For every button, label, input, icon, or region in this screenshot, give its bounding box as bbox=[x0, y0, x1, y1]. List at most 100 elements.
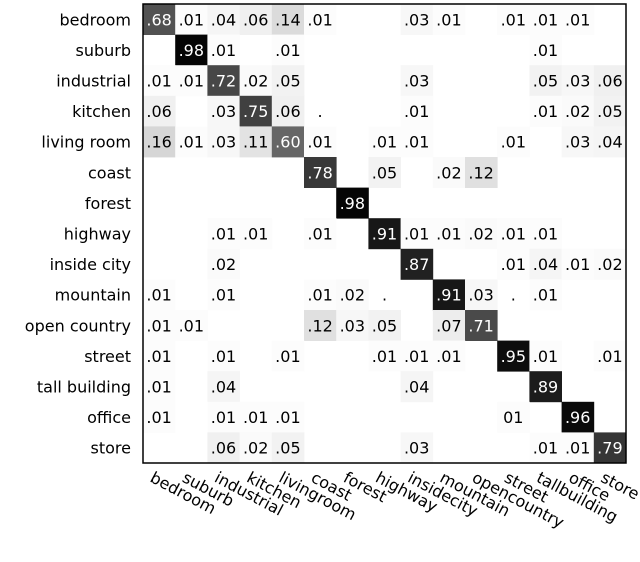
cell-value-label: .14 bbox=[275, 10, 300, 29]
heatmap-cell bbox=[593, 248, 627, 280]
heatmap-cell bbox=[465, 157, 498, 188]
cell-value-label: .16 bbox=[146, 133, 171, 152]
heatmap-cell bbox=[207, 34, 240, 66]
heatmap-cell bbox=[593, 126, 627, 158]
cell-value-label: .01 bbox=[275, 41, 300, 60]
matrix-border bbox=[142, 3, 627, 464]
heatmap-cell bbox=[561, 126, 595, 158]
cell-value-label: .03 bbox=[340, 316, 365, 335]
heatmap-cell bbox=[271, 340, 305, 372]
heatmap-cell bbox=[368, 310, 401, 341]
heatmap-cell bbox=[207, 279, 240, 311]
row-label: inside city bbox=[50, 255, 131, 274]
cell-value-label: .04 bbox=[211, 10, 236, 29]
heatmap-cell bbox=[529, 248, 562, 280]
heatmap-cell bbox=[239, 218, 273, 250]
cell-value-label: .02 bbox=[340, 286, 365, 305]
heatmap-cell bbox=[304, 310, 337, 341]
heatmap-cell bbox=[593, 432, 627, 464]
cell-value-label: .02 bbox=[597, 255, 622, 274]
cell-value-label: .01 bbox=[243, 408, 268, 427]
heatmap-cell bbox=[561, 65, 595, 97]
heatmap-cell bbox=[175, 126, 208, 158]
heatmap-cell bbox=[529, 4, 562, 35]
cell-value-label: .07 bbox=[436, 316, 461, 335]
heatmap-cell bbox=[143, 4, 176, 35]
heatmap-cell bbox=[207, 126, 240, 158]
cell-value-label: .03 bbox=[211, 102, 236, 121]
heatmap-cell bbox=[432, 340, 466, 372]
cell-value-label: .06 bbox=[597, 72, 622, 91]
row-label: kitchen bbox=[72, 102, 131, 121]
cell-value-label: .91 bbox=[372, 225, 397, 244]
heatmap-cell bbox=[239, 126, 273, 158]
heatmap-cell bbox=[432, 157, 466, 188]
heatmap-cell bbox=[497, 218, 530, 250]
heatmap-cell bbox=[368, 126, 401, 158]
cell-value-label: .04 bbox=[597, 133, 622, 152]
row-label: tall building bbox=[37, 378, 131, 397]
heatmap-cell bbox=[529, 34, 562, 66]
cell-value-label: .01 bbox=[243, 225, 268, 244]
cell-value-label: .01 bbox=[404, 225, 429, 244]
cell-value-label: .01 bbox=[565, 439, 590, 458]
heatmap-cell bbox=[207, 218, 240, 250]
cell-value-label: .01 bbox=[307, 286, 332, 305]
heatmap-cell bbox=[175, 65, 208, 97]
cell-value-label: .12 bbox=[307, 316, 332, 335]
cell-value-label: .01 bbox=[307, 133, 332, 152]
heatmap-cell bbox=[432, 310, 466, 341]
cell-value-label: .01 bbox=[436, 225, 461, 244]
heatmap-cell bbox=[465, 310, 498, 341]
cell-value-label: .01 bbox=[211, 225, 236, 244]
heatmap-cell bbox=[239, 95, 273, 127]
heatmap-cell bbox=[368, 340, 401, 372]
heatmap-cell bbox=[400, 95, 434, 127]
row-label: industrial bbox=[56, 72, 131, 91]
cell-value-label: .01 bbox=[533, 347, 558, 366]
cell-value-label: .98 bbox=[340, 194, 365, 213]
heatmap-cell bbox=[207, 371, 240, 403]
cell-value-label: .02 bbox=[565, 102, 590, 121]
heatmap-cell bbox=[561, 432, 595, 464]
heatmap-cell bbox=[400, 371, 434, 403]
cell-value-label: .05 bbox=[275, 72, 300, 91]
cell-value-label: .02 bbox=[211, 255, 236, 274]
heatmap-cell bbox=[400, 340, 434, 372]
heatmap-cell bbox=[143, 371, 176, 403]
row-label: living room bbox=[41, 133, 131, 152]
heatmap-cell bbox=[368, 218, 401, 250]
cell-value-label: .05 bbox=[372, 163, 397, 182]
heatmap-cell bbox=[207, 4, 240, 35]
row-label: street bbox=[84, 347, 131, 366]
heatmap-cell bbox=[239, 432, 273, 464]
cell-value-label: .01 bbox=[533, 41, 558, 60]
cell-value-label: .01 bbox=[501, 133, 526, 152]
cell-value-label: .89 bbox=[533, 378, 558, 397]
row-label: bedroom bbox=[59, 10, 131, 29]
cell-value-label: .01 bbox=[211, 286, 236, 305]
cell-value-label: .05 bbox=[533, 72, 558, 91]
heatmap-cell bbox=[175, 4, 208, 35]
cell-value-label: .01 bbox=[179, 72, 204, 91]
cell-value-label: .04 bbox=[404, 378, 429, 397]
heatmap-cell bbox=[271, 126, 305, 158]
cell-value-label: .01 bbox=[146, 316, 171, 335]
heatmap-cell bbox=[304, 279, 337, 311]
row-labels: bedroom suburb industrial kitchen living roo… bbox=[25, 10, 131, 457]
cell-value-label: .01 bbox=[307, 10, 332, 29]
cell-value-label: .03 bbox=[565, 72, 590, 91]
cell-value-label: .01 bbox=[146, 408, 171, 427]
cell-value-label: 01 bbox=[503, 408, 523, 427]
heatmap-cell bbox=[432, 218, 466, 250]
heatmap-cell bbox=[400, 218, 434, 250]
cell-value-label: .72 bbox=[211, 72, 236, 91]
cell-value-label: .12 bbox=[468, 163, 493, 182]
heatmap-cell bbox=[175, 310, 208, 341]
heatmap-cell bbox=[271, 4, 305, 35]
heatmap-cell bbox=[336, 187, 369, 219]
heatmap-cell bbox=[497, 4, 530, 35]
cell-value-label: .87 bbox=[404, 255, 429, 274]
heatmap-cell bbox=[336, 310, 369, 341]
